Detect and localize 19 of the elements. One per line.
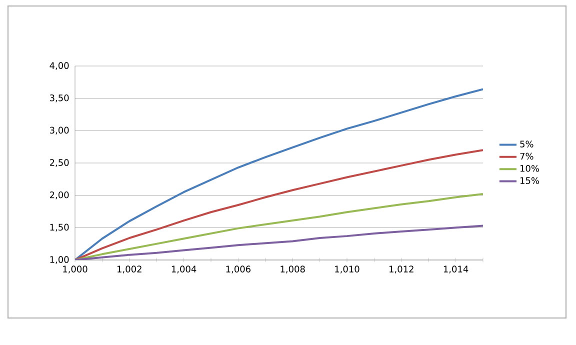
y-tick-label: 3,00 — [50, 126, 69, 135]
legend-label: 15% — [520, 177, 540, 184]
y-tick-label: 2,00 — [50, 191, 69, 200]
x-tick-label: 1,012 — [390, 266, 414, 274]
legend-label: 10% — [520, 164, 540, 172]
y-tick-label: 4,00 — [50, 62, 69, 70]
y-tick-label: 1,00 — [50, 256, 69, 264]
y-tick-label: 1,50 — [50, 224, 69, 232]
legend-label: 7% — [520, 152, 534, 160]
x-tick-label: 1,014 — [444, 266, 468, 274]
x-tick-label: 1,008 — [280, 266, 305, 274]
y-tick-label: 3,50 — [50, 94, 69, 102]
x-tick-label: 1,000 — [63, 266, 88, 274]
x-tick-label: 1,002 — [118, 266, 142, 274]
x-tick-label: 1,004 — [172, 266, 196, 274]
x-tick-label: 1,010 — [335, 266, 360, 274]
x-tick-label: 1,006 — [226, 266, 251, 274]
y-tick-label: 2,50 — [50, 159, 69, 167]
legend-label: 5% — [520, 140, 534, 148]
